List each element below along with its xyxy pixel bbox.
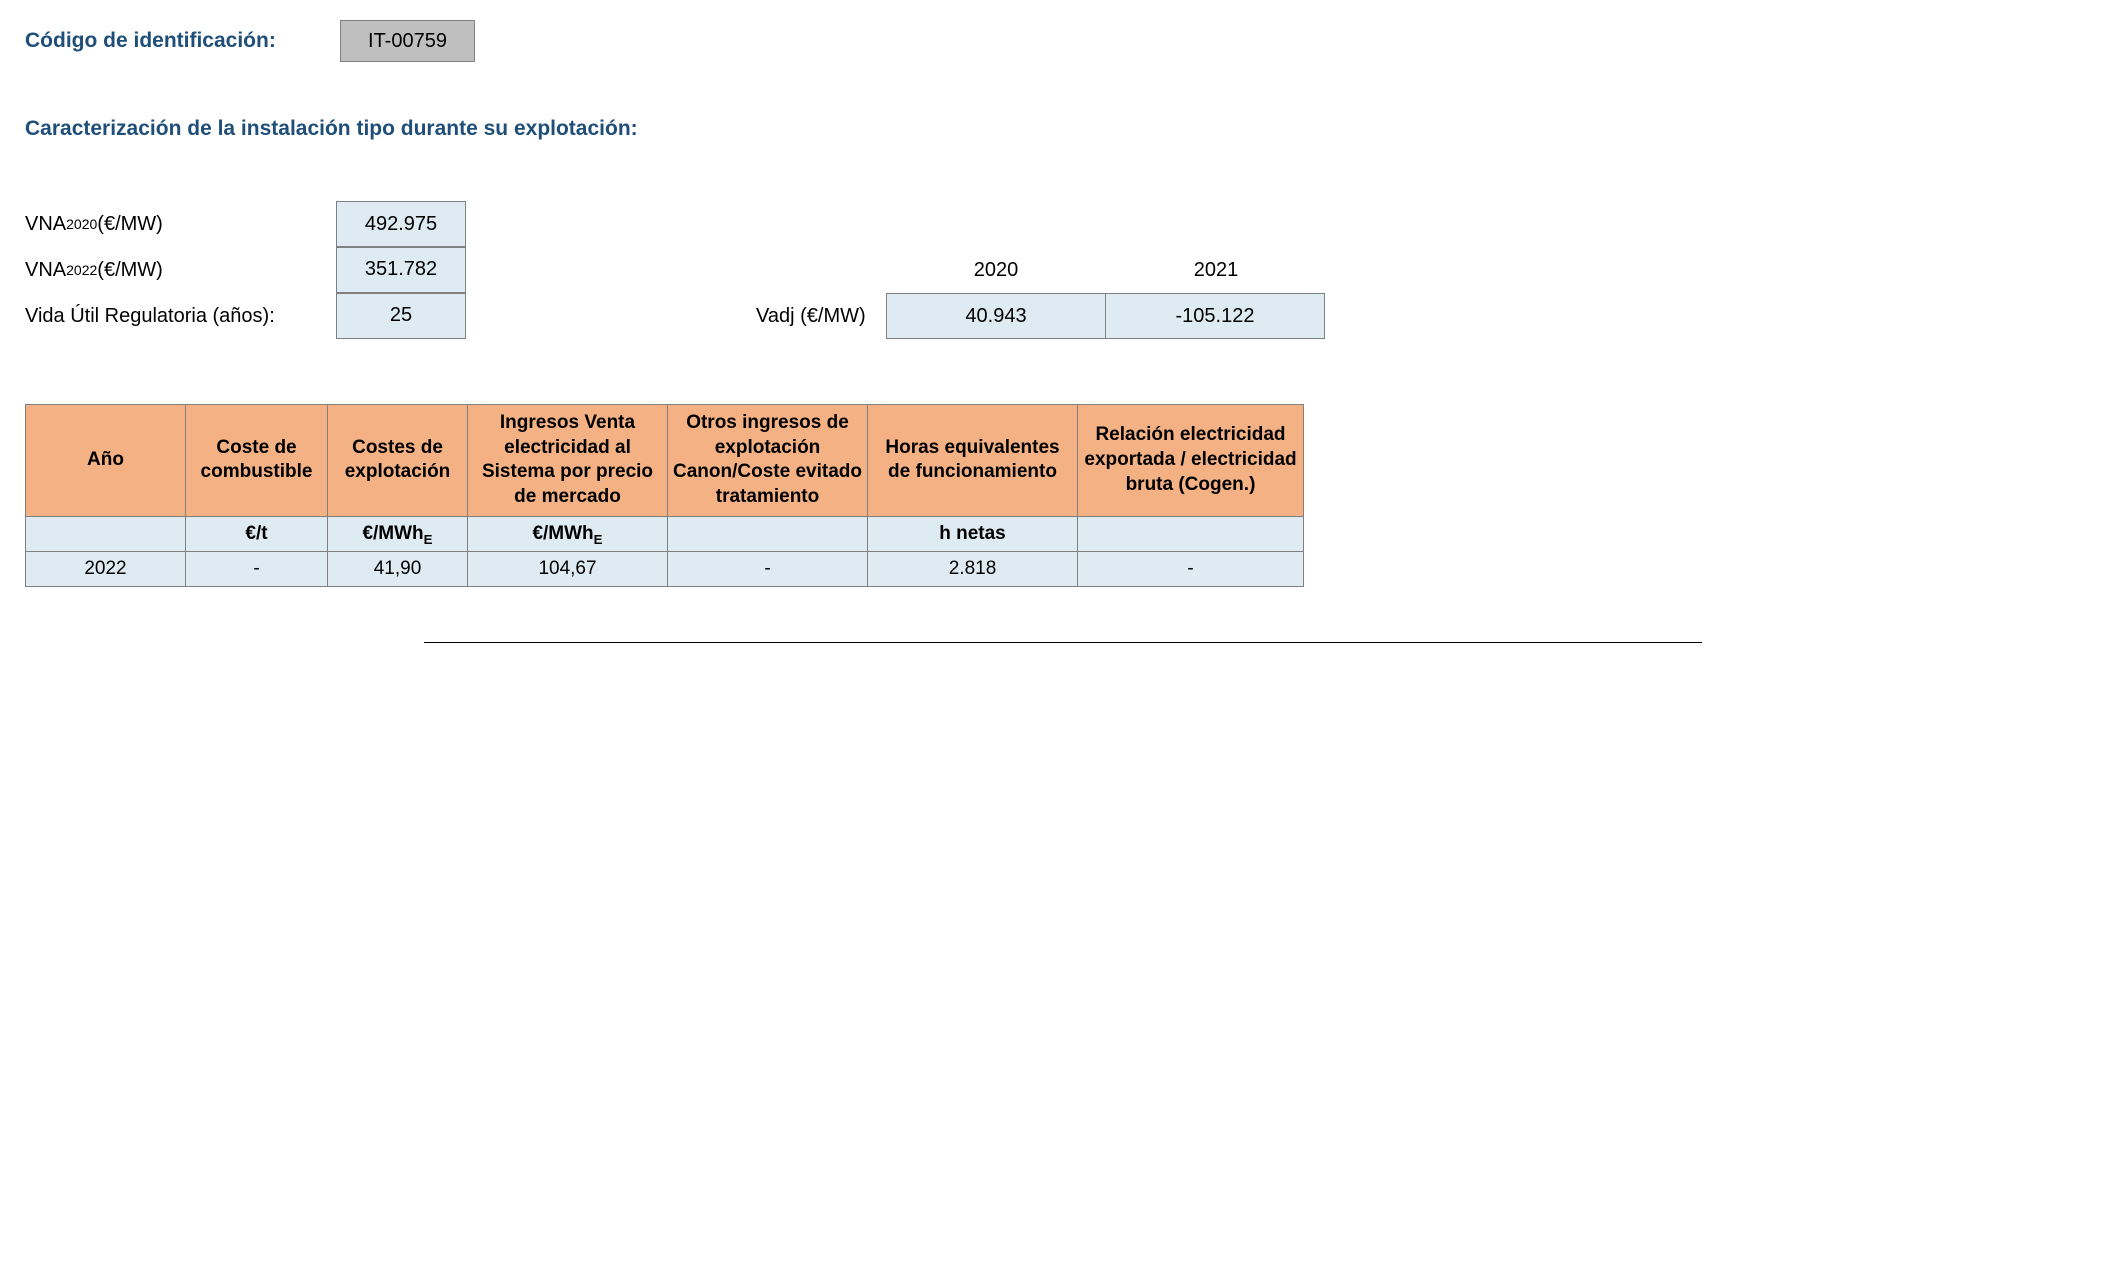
th-4: Otros ingresos de explotación Canon/Cost… xyxy=(668,405,868,517)
cell-0-2: 41,90 xyxy=(328,551,468,586)
unit-1: €/t xyxy=(186,516,328,551)
cell-0-5: 2.818 xyxy=(868,551,1078,586)
unit-6 xyxy=(1078,516,1304,551)
vadj-label: Vadj (€/MW) xyxy=(756,305,886,328)
cell-0-4: - xyxy=(668,551,868,586)
code-label: Código de identificación: xyxy=(25,29,340,53)
unit-3: €/MWhE xyxy=(468,516,668,551)
vna-value-0: 492.975 xyxy=(336,201,466,247)
vadj-value-1: -105.122 xyxy=(1105,293,1325,339)
main-data-table: Año Coste de combustible Costes de explo… xyxy=(25,404,1304,587)
vna-row-1: VNA2022 (€/MW) 351.782 xyxy=(25,247,466,293)
table-units-row: €/t €/MWhE €/MWhE h netas xyxy=(26,516,1304,551)
vna-value-1: 351.782 xyxy=(336,247,466,293)
vna-value-2: 25 xyxy=(336,293,466,339)
th-0: Año xyxy=(26,405,186,517)
th-3: Ingresos Venta electricidad al Sistema p… xyxy=(468,405,668,517)
table-header-row: Año Coste de combustible Costes de explo… xyxy=(26,405,1304,517)
th-6: Relación electricidad exportada / electr… xyxy=(1078,405,1304,517)
unit-5: h netas xyxy=(868,516,1078,551)
vna-label-0: VNA2020 (€/MW) xyxy=(25,213,336,236)
cell-0-6: - xyxy=(1078,551,1304,586)
vadj-year-1: 2021 xyxy=(1106,259,1326,282)
code-identification-row: Código de identificación: IT-00759 xyxy=(25,20,2101,62)
cell-0-3: 104,67 xyxy=(468,551,668,586)
vadj-years-row: 2020 2021 xyxy=(756,247,1326,293)
th-2: Costes de explotación xyxy=(328,405,468,517)
vadj-values-row: Vadj (€/MW) 40.943 -105.122 xyxy=(756,293,1326,339)
vna-label-1: VNA2022 (€/MW) xyxy=(25,259,336,282)
vna-label-2: Vida Útil Regulatoria (años): xyxy=(25,305,336,328)
cell-0-0: 2022 xyxy=(26,551,186,586)
code-value-box: IT-00759 xyxy=(340,20,475,62)
section-divider xyxy=(424,642,1702,643)
vna-left-column: VNA2020 (€/MW) 492.975 VNA2022 (€/MW) 35… xyxy=(25,201,466,339)
vna-row-2: Vida Útil Regulatoria (años): 25 xyxy=(25,293,466,339)
cell-0-1: - xyxy=(186,551,328,586)
vadj-block: 2020 2021 Vadj (€/MW) 40.943 -105.122 xyxy=(756,201,1326,339)
unit-2: €/MWhE xyxy=(328,516,468,551)
th-5: Horas equivalentes de funcionamiento xyxy=(868,405,1078,517)
vadj-value-0: 40.943 xyxy=(886,293,1106,339)
unit-0 xyxy=(26,516,186,551)
th-1: Coste de combustible xyxy=(186,405,328,517)
vadj-year-0: 2020 xyxy=(886,259,1106,282)
unit-4 xyxy=(668,516,868,551)
vna-vadj-block: VNA2020 (€/MW) 492.975 VNA2022 (€/MW) 35… xyxy=(25,201,2101,339)
vna-row-0: VNA2020 (€/MW) 492.975 xyxy=(25,201,466,247)
characterization-subtitle: Caracterización de la instalación tipo d… xyxy=(25,117,2101,141)
table-data-row-0: 2022 - 41,90 104,67 - 2.818 - xyxy=(26,551,1304,586)
